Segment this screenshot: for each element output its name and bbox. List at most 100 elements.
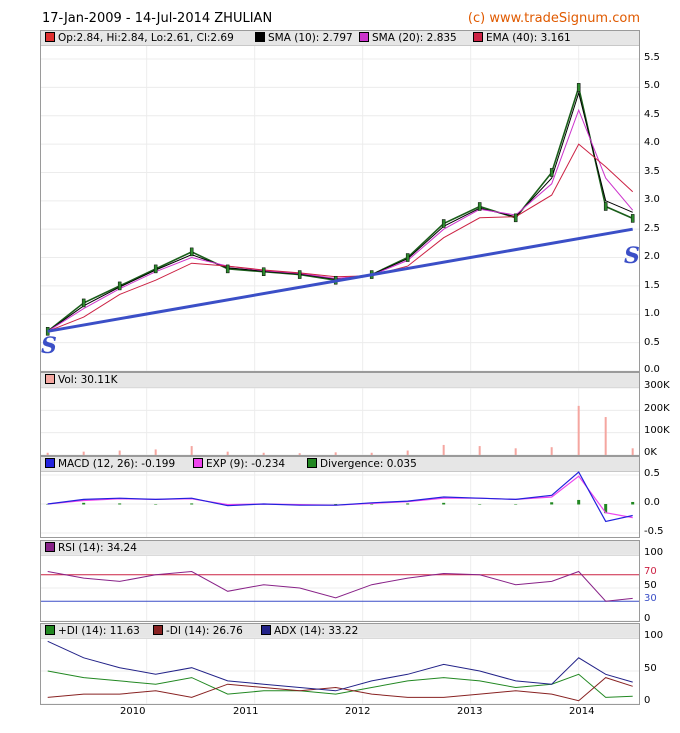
volume-panel: Vol: 30.11K bbox=[40, 372, 640, 456]
price-candle bbox=[225, 264, 230, 274]
rsi-plot bbox=[41, 554, 639, 621]
price-candle bbox=[405, 253, 410, 262]
volume-bar bbox=[46, 452, 49, 455]
rsi-swatch bbox=[45, 542, 55, 552]
divergence-bar bbox=[118, 503, 122, 505]
divergence-bar bbox=[190, 503, 194, 505]
sma20-line bbox=[47, 108, 634, 332]
price-ytick: 2.5 bbox=[644, 223, 660, 234]
legend-minus-di-label: -DI (14): 26.76 bbox=[166, 625, 243, 637]
divergence-bar bbox=[577, 499, 581, 505]
volume-bar bbox=[604, 417, 607, 455]
price-legend: Op:2.84, Hi:2.84, Lo:2.61, Cl:2.69 SMA (… bbox=[41, 31, 639, 46]
legend-divergence-label: Divergence: 0.035 bbox=[320, 458, 417, 470]
volume-bar bbox=[478, 446, 481, 455]
rsi-ytick: 0 bbox=[644, 613, 651, 624]
rsi-panel: RSI (14): 34.24 bbox=[40, 540, 640, 622]
legend-plus-di: +DI (14): 11.63 bbox=[45, 625, 140, 637]
macd-panel: MACD (12, 26): -0.199 EXP (9): -0.234 Di… bbox=[40, 456, 640, 538]
sma10-swatch bbox=[255, 32, 265, 42]
macd-line bbox=[47, 471, 633, 523]
macd-swatch bbox=[45, 458, 55, 468]
plus-di-swatch bbox=[45, 625, 55, 635]
volume-bar bbox=[226, 451, 229, 455]
volume-bar bbox=[577, 405, 580, 455]
price-panel: Op:2.84, Hi:2.84, Lo:2.61, Cl:2.69 SMA (… bbox=[40, 30, 640, 372]
xaxis-label-2012: 2012 bbox=[345, 706, 371, 717]
divergence-bar bbox=[514, 504, 518, 505]
price-candle bbox=[81, 298, 86, 308]
support-trendline bbox=[47, 227, 633, 333]
xaxis-label-2014: 2014 bbox=[569, 706, 595, 717]
price-ytick: 5.0 bbox=[644, 80, 660, 91]
volume-bar bbox=[262, 452, 265, 455]
legend-adx: ADX (14): 33.22 bbox=[261, 625, 358, 637]
divergence-bar bbox=[442, 502, 446, 505]
price-ytick: 2.0 bbox=[644, 251, 660, 262]
divergence-bar bbox=[82, 502, 86, 505]
volume-bar bbox=[334, 452, 337, 455]
volume-bar bbox=[82, 451, 85, 455]
volume-bar bbox=[370, 452, 373, 455]
price-ytick: 1.0 bbox=[644, 308, 660, 319]
exp-swatch bbox=[193, 458, 203, 468]
volume-bar bbox=[154, 449, 157, 455]
volume-ytick: 300K bbox=[644, 380, 670, 391]
legend-sma10: SMA (10): 2.797 bbox=[255, 32, 353, 44]
support-mark-left: S bbox=[41, 333, 57, 359]
legend-rsi-label: RSI (14): 34.24 bbox=[58, 542, 137, 554]
dmi-ytick: 100 bbox=[644, 630, 664, 641]
rsi-ytick: 100 bbox=[644, 547, 664, 558]
rsi-line bbox=[47, 570, 633, 602]
volume-bar bbox=[406, 450, 409, 455]
price-candle bbox=[117, 281, 122, 291]
legend-plus-di-label: +DI (14): 11.63 bbox=[58, 625, 140, 637]
price-candle bbox=[153, 264, 158, 274]
price-candle bbox=[441, 219, 446, 228]
volume-bar bbox=[190, 446, 193, 455]
macd-ytick: 0.5 bbox=[644, 468, 660, 479]
copyright-link[interactable]: (c) www.tradeSignum.com bbox=[467, 11, 640, 26]
volume-bar bbox=[442, 444, 445, 455]
minus-di-swatch bbox=[153, 625, 163, 635]
price-ytick: 5.5 bbox=[644, 52, 660, 63]
volume-ytick: 0K bbox=[644, 447, 657, 458]
price-ytick: 3.0 bbox=[644, 194, 660, 205]
legend-rsi: RSI (14): 34.24 bbox=[45, 542, 137, 554]
divergence-bar bbox=[154, 504, 158, 505]
dmi-ytick: 50 bbox=[644, 663, 657, 674]
legend-sma20-label: SMA (20): 2.835 bbox=[372, 32, 457, 44]
divergence-bar bbox=[550, 502, 554, 505]
price-ytick: 4.0 bbox=[644, 137, 660, 148]
legend-ohlc: Op:2.84, Hi:2.84, Lo:2.61, Cl:2.69 bbox=[45, 32, 234, 44]
volume-bar bbox=[514, 448, 517, 455]
legend-adx-label: ADX (14): 33.22 bbox=[274, 625, 359, 637]
dmi-panel: +DI (14): 11.63 -DI (14): 26.76 ADX (14)… bbox=[40, 623, 640, 705]
ema40-line bbox=[47, 143, 634, 332]
price-candle bbox=[189, 247, 194, 257]
price-candle bbox=[630, 214, 635, 223]
price-ytick: 1.5 bbox=[644, 280, 660, 291]
price-candle bbox=[297, 270, 302, 279]
price-plot bbox=[41, 46, 639, 371]
rsi-ytick: 50 bbox=[644, 580, 657, 591]
volume-ytick: 200K bbox=[644, 403, 670, 414]
divergence-bar bbox=[631, 501, 635, 505]
price-ytick: 3.5 bbox=[644, 166, 660, 177]
price-candle bbox=[576, 83, 581, 92]
legend-minus-di: -DI (14): 26.76 bbox=[153, 625, 243, 637]
legend-sma10-label: SMA (10): 2.797 bbox=[268, 32, 353, 44]
divergence-swatch bbox=[307, 458, 317, 468]
vol-swatch bbox=[45, 374, 55, 384]
xaxis-label-2011: 2011 bbox=[233, 706, 259, 717]
volume-bar bbox=[298, 453, 301, 455]
legend-sma20: SMA (20): 2.835 bbox=[359, 32, 457, 44]
dmi-plot bbox=[41, 637, 639, 704]
sma10-line bbox=[47, 91, 633, 332]
legend-macd: MACD (12, 26): -0.199 bbox=[45, 458, 175, 470]
price-ytick: 0.5 bbox=[644, 337, 660, 348]
adx-line bbox=[47, 640, 633, 692]
support-mark-right: S bbox=[624, 243, 640, 269]
macd-legend: MACD (12, 26): -0.199 EXP (9): -0.234 Di… bbox=[41, 457, 639, 472]
rsi-ytick: 70 bbox=[644, 566, 657, 577]
